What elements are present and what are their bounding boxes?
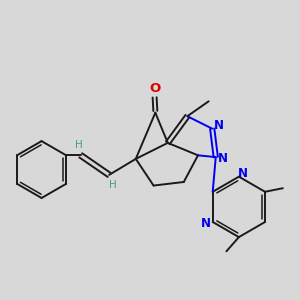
Text: N: N — [201, 217, 211, 230]
Text: N: N — [214, 119, 224, 132]
Text: O: O — [149, 82, 160, 95]
Text: H: H — [109, 180, 116, 190]
Text: H: H — [75, 140, 83, 150]
Text: N: N — [238, 167, 248, 180]
Text: N: N — [218, 152, 228, 165]
